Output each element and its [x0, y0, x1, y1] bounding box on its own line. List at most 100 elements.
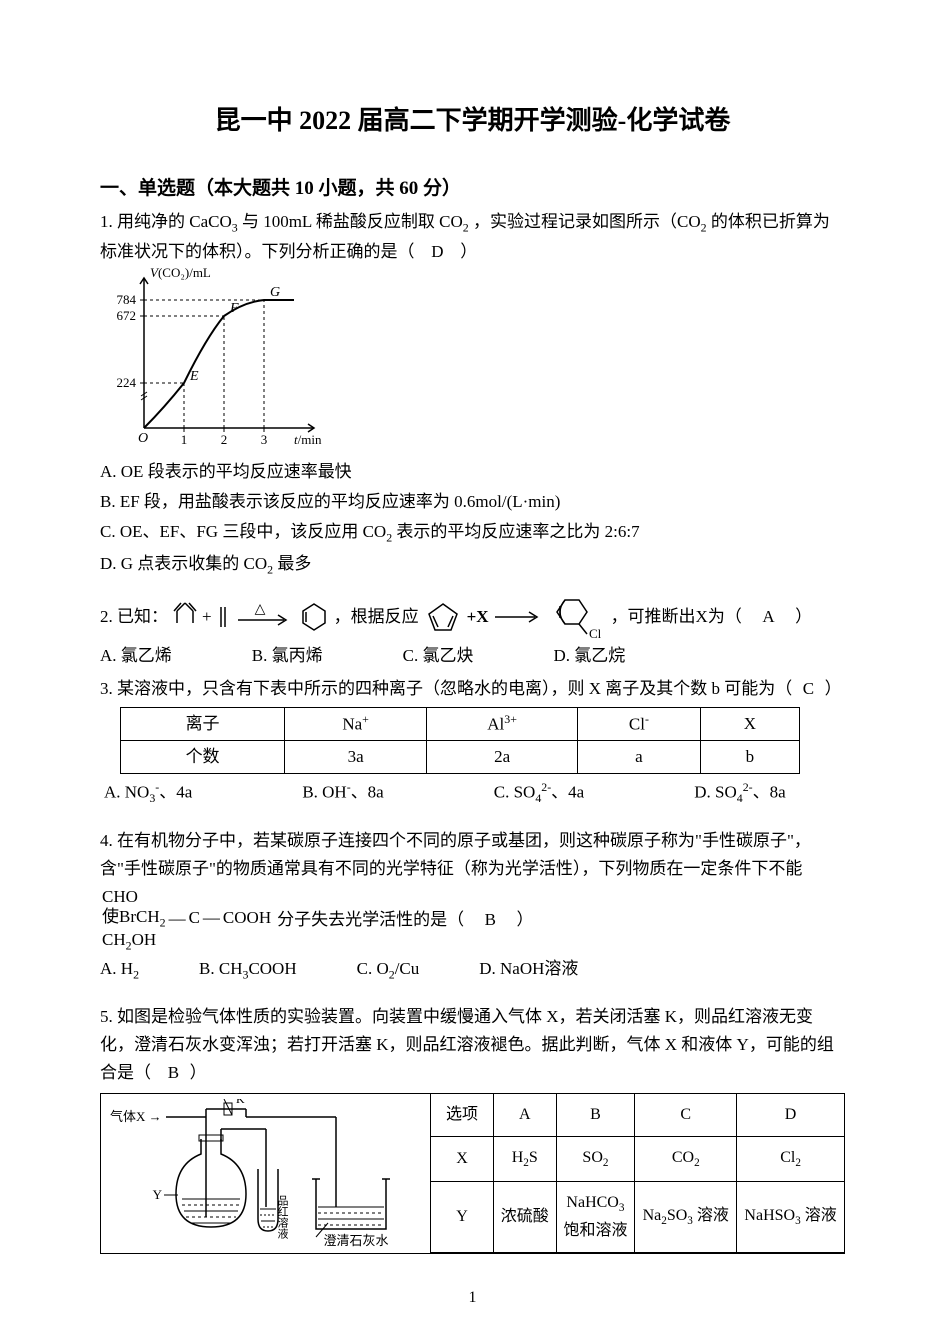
cyclopentadiene-icon	[423, 600, 463, 634]
section-1-heading: 一、单选题（本大题共 10 小题，共 60 分）	[100, 173, 845, 204]
q4-structure-line: CHO 使BrCH2 — C — COOH CH2OH 分子失去光学活性的是（ …	[100, 887, 845, 953]
q3-stem-text: 3. 某溶液中，只含有下表中所示的四种离子（忽略水的电离），则 X 离子及其个数…	[100, 679, 792, 698]
svg-text:V(CO₂)/mL: V(CO₂)/mL	[150, 266, 211, 280]
ethene-icon	[216, 602, 230, 632]
q2-optD: D. 氯乙烷	[553, 642, 625, 670]
q3-optA: A. NO3-、4a	[104, 778, 192, 809]
svg-text:784: 784	[117, 292, 137, 307]
q4-stem-a: 4. 在有机物分子中，若某碳原子连接四个不同的原子或基团，则这种碳原子称为"手性…	[100, 827, 845, 883]
q3-optD: D. SO42-、8a	[694, 778, 785, 809]
q2-optA: A. 氯乙烯	[100, 642, 172, 670]
svg-text:3: 3	[261, 432, 268, 447]
q2-stem-b: ，可推断出X为（	[611, 603, 742, 631]
q1-optD-a: D. G 点表示收集的 CO	[100, 554, 267, 573]
struct-c: C	[189, 908, 200, 928]
q2-optC: C. 氯乙炔	[403, 642, 474, 670]
q1-ans-letter: D	[431, 242, 443, 261]
q2-stem-c: ）	[795, 603, 812, 631]
q1-optD: D. G 点表示收集的 CO2 最多	[100, 550, 845, 580]
chiral-structure-icon: CHO 使BrCH2 — C — COOH CH2OH	[102, 887, 271, 953]
q2-stem: 2. 已知： + △ ，根据反应 +X	[100, 594, 845, 640]
q5-diagram-cell: 气体X → K	[101, 1094, 431, 1253]
q5-thB: B	[556, 1094, 635, 1137]
q1-optD-b: 最多	[277, 554, 311, 573]
q5-xD: Cl2	[737, 1137, 844, 1182]
q1-stem: 1. 用纯净的 CaCO3 与 100mL 稀盐酸反应制取 CO2 ，实验过程记…	[100, 208, 845, 266]
q2-ans: A	[762, 603, 774, 631]
svg-text:E: E	[189, 369, 199, 384]
q1-stem-text2: 与 100mL 稀盐酸反应制取 CO	[242, 212, 463, 231]
q1-answer	[419, 242, 432, 261]
page: 昆一中 2022 届高二下学期开学测验-化学试卷 一、单选题（本大题共 10 小…	[0, 0, 945, 1337]
q5-xlabel: X	[431, 1137, 494, 1182]
q3-r4: b	[700, 741, 799, 774]
q1-stem-text: 1. 用纯净的 CaCO	[100, 212, 232, 231]
svg-text:Cl: Cl	[589, 626, 602, 640]
heat-arrow-icon: △	[234, 602, 294, 632]
q5-th0: 选项	[431, 1094, 494, 1137]
q2-stem-a: 2. 已知：	[100, 603, 168, 631]
plusX: +X	[467, 603, 489, 631]
q3-h4: X	[700, 707, 799, 741]
q5-thD: D	[737, 1094, 844, 1137]
cyclohexene-icon	[298, 600, 330, 634]
q1-optB: B. EF 段，用盐酸表示该反应的平均反应速率为 0.6mol/(L·min)	[100, 488, 845, 516]
svg-text:澄清石灰水: 澄清石灰水	[323, 1233, 388, 1248]
q5-yC: Na2SO3 溶液	[635, 1182, 737, 1253]
q5-thC: C	[635, 1094, 737, 1137]
svg-text:O: O	[138, 431, 148, 446]
q1-stem-text3: ，实验过程记录如图所示（CO	[473, 212, 701, 231]
q1-optA: A. OE 段表示的平均反应速率最快	[100, 458, 845, 486]
q5-stem-end: ）	[190, 1063, 207, 1082]
svg-text:t/min: t/min	[294, 432, 322, 447]
q3-r2: 2a	[427, 741, 578, 774]
q1-stem-end: ）	[460, 242, 477, 261]
struct-right: COOH	[223, 908, 271, 928]
q3-ans: C	[803, 679, 814, 698]
q3-r0: 个数	[121, 741, 285, 774]
q3-stem: 3. 某溶液中，只含有下表中所示的四种离子（忽略水的电离），则 X 离子及其个数…	[100, 675, 845, 703]
q1-optC: C. OE、EF、FG 三段中，该反应用 CO2 表示的平均反应速率之比为 2:…	[100, 518, 845, 548]
q4-options: A. H2 B. CH3COOH C. O2/Cu D. NaOH溶液	[100, 955, 845, 985]
apparatus-icon: 气体X → K	[106, 1099, 426, 1249]
q5-xB: SO2	[556, 1137, 635, 1182]
q3-h0: 离子	[121, 707, 285, 741]
q5-xC: CO2	[635, 1137, 737, 1182]
q5-figure-table: 气体X → K	[100, 1093, 845, 1254]
q5-yD: NaHSO3 溶液	[737, 1182, 844, 1253]
q5-ans: B	[168, 1063, 179, 1082]
q1-optC-a: C. OE、EF、FG 三段中，该反应用 CO	[100, 522, 386, 541]
svg-text:Y: Y	[152, 1187, 162, 1202]
q5-ylabel: Y	[431, 1182, 494, 1253]
q3-r3: a	[578, 741, 700, 774]
q1-chart: 224 672 784 1 2 3 E F G O	[100, 266, 330, 456]
q4-optB: B. CH3COOH	[199, 955, 297, 985]
q5-thA: A	[494, 1094, 557, 1137]
arrow-icon	[493, 607, 543, 627]
struct-top: CHO	[102, 887, 138, 906]
struct-bot: CH2OH	[102, 930, 156, 949]
svg-text:△: △	[254, 602, 265, 617]
q5-stem-text: 5. 如图是检验气体性质的实验装置。向装置中缓慢通入气体 X，若关闭活塞 K，则…	[100, 1007, 834, 1082]
q2-options: A. 氯乙烯 B. 氯丙烯 C. 氯乙炔 D. 氯乙烷	[100, 642, 845, 670]
q3-table: 离子 Na+ Al3+ Cl- X 个数 3a 2a a b	[120, 707, 800, 775]
q5-yB: NaHCO3饱和溶液	[556, 1182, 635, 1253]
q3-stem-end: ）	[825, 679, 842, 698]
page-number: 1	[0, 1285, 945, 1311]
q3-h1: Na+	[285, 707, 427, 741]
q2-optB: B. 氯丙烯	[252, 642, 323, 670]
q3-optB: B. OH-、8a	[302, 778, 383, 809]
diene-icon	[172, 600, 198, 634]
svg-text:G: G	[270, 285, 280, 300]
q4-optD: D. NaOH溶液	[479, 955, 578, 985]
bicyclo-cl-icon: Cl	[547, 594, 607, 640]
svg-text:2: 2	[221, 432, 228, 447]
svg-text:品红溶液: 品红溶液	[276, 1194, 289, 1239]
q5-stem: 5. 如图是检验气体性质的实验装置。向装置中缓慢通入气体 X，若关闭活塞 K，则…	[100, 1003, 845, 1087]
q3-h3: Cl-	[578, 707, 700, 741]
q5-yA: 浓硫酸	[494, 1182, 557, 1253]
q3-optC: C. SO42-、4a	[494, 778, 584, 809]
q4-optC: C. O2/Cu	[357, 955, 420, 985]
q4-stem-c: ）	[516, 906, 533, 934]
q2-stem-mid: ，根据反应	[334, 603, 419, 631]
